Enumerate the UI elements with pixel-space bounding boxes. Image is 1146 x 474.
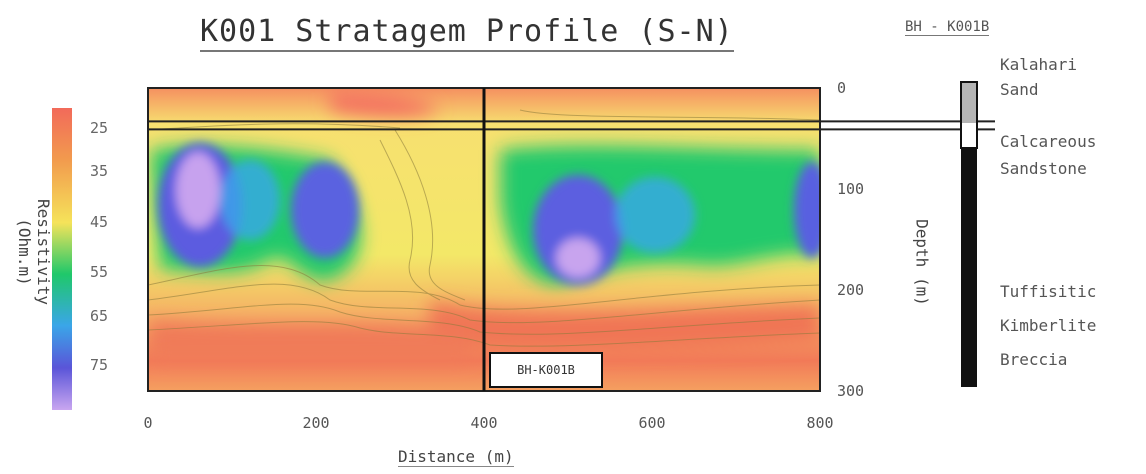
borehole-label: BH - K001B — [905, 19, 990, 36]
lithology-line: Breccia — [1000, 350, 1068, 369]
depth-tick-label: 300 — [837, 382, 865, 400]
x-tick-label: 600 — [638, 414, 666, 432]
borehole-log-kimberlite — [961, 148, 977, 387]
resistivity-heatmap — [148, 88, 820, 391]
borehole-log-sand-pattern — [962, 83, 976, 123]
borehole-tag: BH-K001B — [489, 352, 603, 388]
colorbar — [52, 108, 72, 410]
x-tick-label: 800 — [806, 414, 834, 432]
lithology-line: Calcareous — [1000, 132, 1097, 151]
x-tick-label: 400 — [470, 414, 498, 432]
lithology-calcareous-sandstone: Calcareous Sandstone — [1000, 128, 1096, 182]
colorbar-tick: 35 — [90, 162, 109, 180]
lithology-line: Tuffisitic — [1000, 282, 1097, 301]
lithology-tuffisitic-kimberlite-breccia: Tuffisitic Kimberlite Breccia — [1000, 275, 1096, 377]
x-axis-label: Distance (m) — [398, 447, 514, 467]
colorbar-tick: 65 — [90, 307, 109, 325]
depth-tick-label: 0 — [837, 79, 847, 97]
colorbar-tick: 75 — [90, 356, 109, 374]
depth-tick-label: 100 — [837, 180, 865, 198]
colorbar-tick: 45 — [90, 213, 109, 231]
lithology-kalahari-sand: Kalahari Sand — [1000, 52, 1077, 102]
lithology-line: Sandstone — [1000, 159, 1087, 178]
colorbar-tick: 25 — [90, 119, 109, 137]
depth-tick-label: 200 — [837, 281, 865, 299]
x-tick-label: 0 — [143, 414, 153, 432]
lithology-line: Sand — [1000, 80, 1039, 99]
colorbar-tick: 55 — [90, 263, 109, 281]
lithology-line: Kalahari — [1000, 55, 1078, 74]
lithology-line: Kimberlite — [1000, 316, 1097, 335]
chart-title: K001 Stratagem Profile (S-N) — [200, 14, 734, 52]
x-tick-label: 200 — [302, 414, 330, 432]
